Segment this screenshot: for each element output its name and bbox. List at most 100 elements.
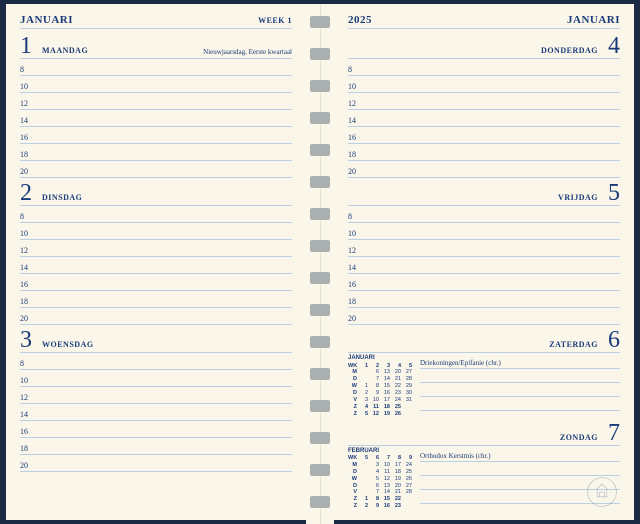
hour-label: 8 bbox=[20, 65, 38, 75]
day-name: MAANDAG bbox=[42, 46, 88, 55]
right-month: JANUARI bbox=[567, 14, 620, 26]
hour-row: 10 bbox=[348, 76, 620, 93]
hour-row: 8 bbox=[348, 59, 620, 76]
day-header: VRIJDAG 5 bbox=[348, 180, 620, 206]
hour-label: 14 bbox=[348, 263, 366, 273]
hour-label: 16 bbox=[348, 280, 366, 290]
hour-label: 16 bbox=[20, 133, 38, 143]
hour-row: 16 bbox=[348, 127, 620, 144]
hour-row: 8 bbox=[348, 206, 620, 223]
day-block: VRIJDAG 5 8101214161820 bbox=[348, 180, 620, 325]
hour-row: 14 bbox=[20, 257, 292, 274]
hour-row: 10 bbox=[20, 370, 292, 387]
hour-row: 16 bbox=[348, 274, 620, 291]
day-name: WOENSDAG bbox=[42, 340, 94, 349]
day-number: 3 bbox=[20, 328, 32, 352]
hour-label: 10 bbox=[20, 229, 38, 239]
hour-row: 20 bbox=[20, 308, 292, 325]
planner-spread: JANUARI WEEK 1 1 MAANDAG Nieuwjaarsdag, … bbox=[0, 0, 640, 524]
ring bbox=[310, 400, 330, 412]
ring bbox=[310, 16, 330, 28]
left-page-header: JANUARI WEEK 1 bbox=[20, 14, 292, 29]
hour-label: 10 bbox=[348, 229, 366, 239]
hour-label: 10 bbox=[20, 82, 38, 92]
mini-calendar-january: JANUARIWK12345M6132027D7142128W18152229D… bbox=[348, 355, 412, 418]
ring bbox=[310, 336, 330, 348]
hour-label: 16 bbox=[20, 427, 38, 437]
hour-row: 18 bbox=[20, 144, 292, 161]
hour-label: 20 bbox=[348, 167, 366, 177]
hour-label: 8 bbox=[348, 65, 366, 75]
hour-row: 14 bbox=[348, 257, 620, 274]
day-block: 3 WOENSDAG 8101214161820 bbox=[20, 327, 292, 472]
day-block: 1 MAANDAG Nieuwjaarsdag, Eerste kwartaal… bbox=[20, 33, 292, 178]
hour-label: 16 bbox=[20, 280, 38, 290]
saturday-lines: Driekoningen/Epifanie (chr.) bbox=[420, 355, 620, 418]
hour-row: 20 bbox=[348, 161, 620, 178]
ring bbox=[310, 80, 330, 92]
left-page: JANUARI WEEK 1 1 MAANDAG Nieuwjaarsdag, … bbox=[6, 4, 306, 520]
day-number: 6 bbox=[608, 328, 620, 352]
hour-row: 8 bbox=[20, 353, 292, 370]
hour-row: 20 bbox=[348, 308, 620, 325]
ring bbox=[310, 496, 330, 508]
day-header: 2 DINSDAG bbox=[20, 180, 292, 206]
hour-label: 18 bbox=[20, 444, 38, 454]
hour-row: 16 bbox=[20, 274, 292, 291]
day-block: 2 DINSDAG 8 1012 14 16 18 20 bbox=[20, 180, 292, 325]
ring bbox=[310, 304, 330, 316]
hour-label: 18 bbox=[20, 297, 38, 307]
day-number: 2 bbox=[20, 181, 32, 205]
event-text: Driekoningen/Epifanie (chr.) bbox=[420, 355, 620, 369]
day-number: 5 bbox=[608, 181, 620, 205]
hour-label: 18 bbox=[348, 150, 366, 160]
hour-row: 16 bbox=[20, 127, 292, 144]
hour-row: 12 bbox=[20, 93, 292, 110]
hour-row: 8 bbox=[20, 59, 292, 76]
left-month: JANUARI bbox=[20, 14, 73, 26]
hour-label: 20 bbox=[348, 314, 366, 324]
hour-label: 16 bbox=[348, 133, 366, 143]
hour-label: 14 bbox=[20, 116, 38, 126]
hour-label: 20 bbox=[20, 167, 38, 177]
day-header: ZATERDAG 6 bbox=[348, 327, 620, 353]
day-name: DONDERDAG bbox=[541, 46, 598, 55]
day-number: 4 bbox=[608, 34, 620, 58]
right-page-header: 2025 JANUARI bbox=[348, 14, 620, 29]
hour-row: 10 bbox=[20, 223, 292, 240]
hour-row: 8 bbox=[20, 206, 292, 223]
ring bbox=[310, 144, 330, 156]
day-name: ZATERDAG bbox=[549, 340, 598, 349]
publisher-logo-icon bbox=[586, 476, 618, 508]
hour-row: 12 bbox=[20, 240, 292, 257]
hour-label: 8 bbox=[348, 212, 366, 222]
hour-row: 12 bbox=[20, 387, 292, 404]
hour-label: 12 bbox=[348, 246, 366, 256]
ring bbox=[310, 368, 330, 380]
day-number: 1 bbox=[20, 34, 32, 58]
ring bbox=[310, 464, 330, 476]
week-number: WEEK 1 bbox=[258, 16, 292, 25]
day-block: DONDERDAG 4 8 10 1214 16 18 20 bbox=[348, 33, 620, 178]
hour-row: 10 bbox=[348, 223, 620, 240]
blank-line bbox=[420, 397, 620, 411]
day-note: Nieuwjaarsdag, Eerste kwartaal bbox=[203, 48, 292, 56]
hour-row: 14 bbox=[348, 110, 620, 127]
hour-label: 14 bbox=[20, 263, 38, 273]
hour-row: 16 bbox=[20, 421, 292, 438]
day-saturday: ZATERDAG 6 JANUARIWK12345M6132027D714212… bbox=[348, 327, 620, 418]
hour-row: 18 bbox=[20, 291, 292, 308]
day-name: VRIJDAG bbox=[558, 193, 598, 202]
hour-label: 20 bbox=[20, 314, 38, 324]
hour-label: 12 bbox=[348, 99, 366, 109]
hour-label: 18 bbox=[20, 150, 38, 160]
hour-label: 10 bbox=[348, 82, 366, 92]
blank-line bbox=[420, 369, 620, 383]
ring bbox=[310, 240, 330, 252]
hour-row: 14 bbox=[20, 404, 292, 421]
hour-row: 12 bbox=[348, 93, 620, 110]
ring bbox=[310, 112, 330, 124]
mini-calendar-february: FEBRUARIWK56789M3101724D4111825W5121926D… bbox=[348, 448, 412, 511]
ring bbox=[310, 208, 330, 220]
day-header: 3 WOENSDAG bbox=[20, 327, 292, 353]
